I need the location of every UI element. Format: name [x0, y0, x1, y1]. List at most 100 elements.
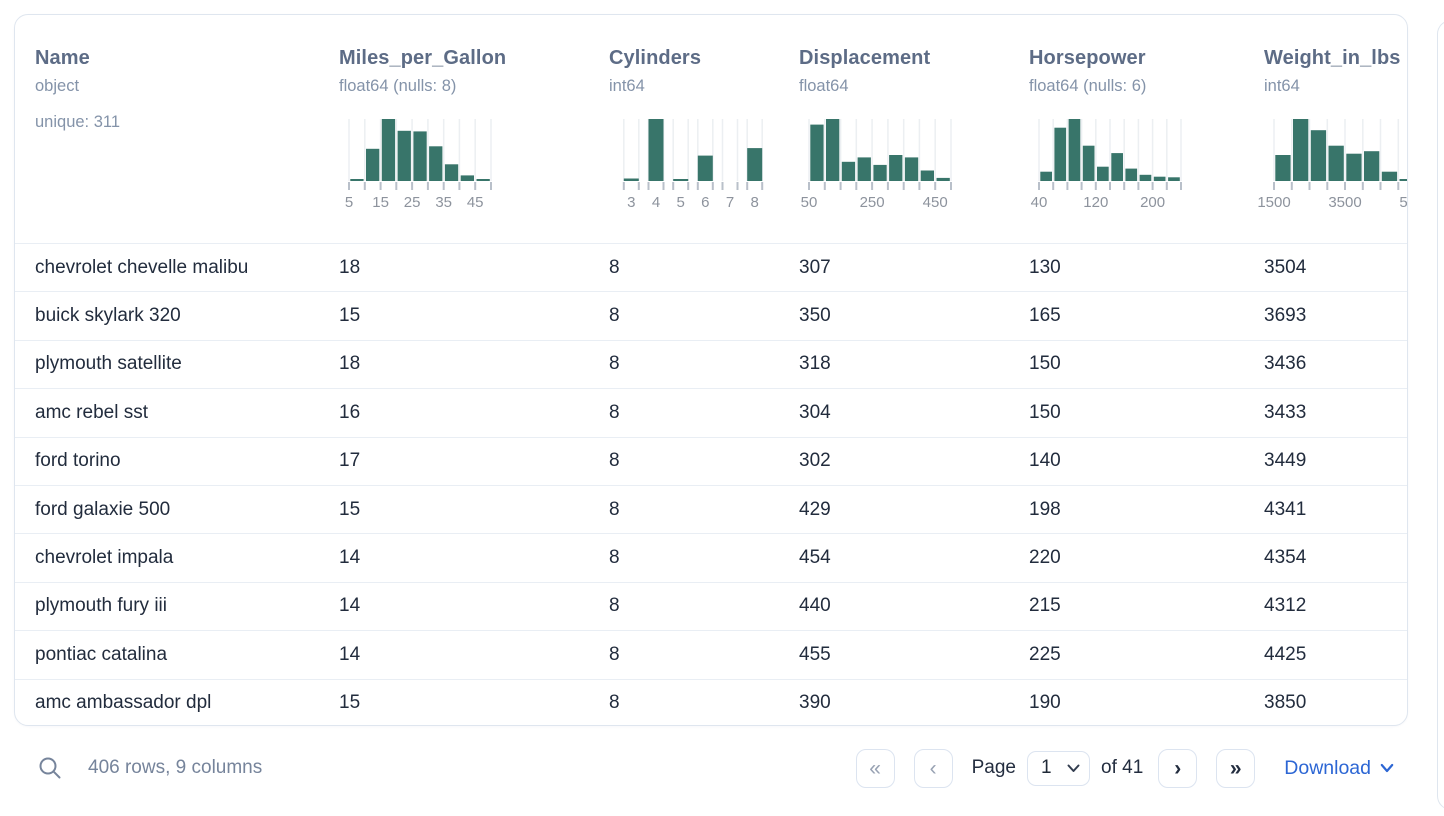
status-text: 406 rows, 9 columns	[88, 757, 263, 778]
svg-text:5: 5	[677, 194, 685, 211]
page-label: Page	[971, 757, 1016, 778]
table-cell: plymouth satellite	[35, 353, 182, 375]
table-cell: amc ambassador dpl	[35, 692, 212, 714]
table-cell: 140	[1029, 450, 1061, 472]
table-cell: 165	[1029, 305, 1061, 327]
column-dtype: int64	[1264, 77, 1300, 95]
histogram-Weight_in_lbs[interactable]: 1500 3500 5500	[1257, 119, 1408, 218]
table-cell: 198	[1029, 498, 1061, 520]
page-select-value: 1	[1041, 757, 1052, 778]
table-cell: 15	[339, 305, 361, 327]
column-header-Miles_per_Gallon[interactable]: Miles_per_Gallon float64 (nulls: 8) 5 15 25 3…	[339, 15, 605, 243]
svg-text:450: 450	[923, 194, 948, 211]
table-cell: amc rebel sst	[35, 401, 148, 423]
table-row: amc ambassador dpl 15 8 390 190 3850	[15, 678, 1407, 725]
table-cell: 8	[609, 305, 620, 327]
table-row: plymouth satellite 18 8 318 150 3436	[15, 339, 1407, 388]
column-header-Name[interactable]: Name object unique: 311	[35, 15, 335, 243]
table-row: pontiac catalina 14 8 455 225 4425	[15, 630, 1407, 678]
table-cell: 4341	[1264, 498, 1307, 520]
column-header-Cylinders[interactable]: Cylinders int64 3 4 5 6 7 8	[609, 15, 795, 243]
table-row: chevrolet chevelle malibu 18 8 307 130 3504	[15, 243, 1407, 291]
table-row: buick skylark 320 15 8 350 165 3693	[15, 291, 1407, 339]
svg-text:35: 35	[435, 194, 452, 211]
table-cell: 215	[1029, 595, 1061, 617]
svg-text:4: 4	[652, 194, 660, 211]
table-cell: 225	[1029, 643, 1061, 665]
table-cell: 4354	[1264, 547, 1307, 569]
column-title: Weight_in_lbs	[1264, 47, 1401, 69]
chevron-down-icon	[1067, 764, 1080, 772]
histogram-Horsepower[interactable]: 40 120 200	[1031, 119, 1183, 218]
table-body: chevrolet chevelle malibu 18 8 307 130 3504 bu…	[15, 243, 1407, 725]
table-cell: 150	[1029, 353, 1061, 375]
svg-text:6: 6	[701, 194, 709, 211]
svg-text:1500: 1500	[1257, 194, 1290, 211]
svg-text:5: 5	[345, 194, 353, 211]
column-title: Displacement	[799, 47, 931, 69]
svg-text:250: 250	[860, 194, 885, 211]
prev-page-button[interactable]: ‹	[913, 748, 953, 788]
table-cell: 130	[1029, 256, 1061, 278]
histogram-Miles_per_Gallon[interactable]: 5 15 25 35 45	[345, 119, 493, 218]
download-button[interactable]: Download	[1284, 757, 1394, 780]
page-select[interactable]: 1	[1027, 750, 1090, 786]
table-cell: 307	[799, 256, 831, 278]
pagination: « ‹ Page 1 of 41 › »	[855, 748, 1256, 788]
table-header: Name object unique: 311 Miles_per_Gallon flo…	[15, 15, 1407, 243]
table-cell: 17	[339, 450, 361, 472]
table-cell: ford galaxie 500	[35, 498, 171, 520]
svg-text:50: 50	[801, 194, 818, 211]
column-title: Horsepower	[1029, 47, 1146, 69]
table-cell: 14	[339, 595, 361, 617]
column-title: Cylinders	[609, 47, 702, 69]
search-button[interactable]	[36, 754, 64, 782]
table-row: plymouth fury iii 14 8 440 215 4312	[15, 581, 1407, 630]
table-cell: chevrolet impala	[35, 547, 174, 569]
table-row: amc rebel sst 16 8 304 150 3433	[15, 388, 1407, 436]
download-label: Download	[1284, 756, 1371, 779]
table-row: ford galaxie 500 15 8 429 198 4341	[15, 484, 1407, 533]
svg-text:8: 8	[751, 194, 759, 211]
column-header-Weight_in_lbs[interactable]: Weight_in_lbs int64 1500 3500 5500	[1257, 15, 1408, 243]
table-cell: 454	[799, 547, 831, 569]
table-cell: 4312	[1264, 595, 1307, 617]
table-cell: 8	[609, 353, 620, 375]
svg-text:5500: 5500	[1399, 194, 1408, 211]
table-cell: 350	[799, 305, 831, 327]
column-dtype: float64 (nulls: 8)	[339, 77, 457, 95]
table-cell: 8	[609, 401, 620, 423]
last-page-button[interactable]: »	[1216, 748, 1256, 788]
table-cell: 440	[799, 595, 831, 617]
column-title: Name	[35, 47, 90, 69]
table-cell: 8	[609, 692, 620, 714]
next-page-button[interactable]: ›	[1158, 748, 1198, 788]
column-header-Horsepower[interactable]: Horsepower float64 (nulls: 6) 40 120 200	[1029, 15, 1260, 243]
table-cell: 302	[799, 450, 831, 472]
table-cell: 429	[799, 498, 831, 520]
svg-text:3500: 3500	[1328, 194, 1361, 211]
table-cell: 8	[609, 498, 620, 520]
histogram-Displacement[interactable]: 50 250 450	[801, 119, 953, 218]
column-dtype: float64 (nulls: 6)	[1029, 77, 1147, 95]
table-row: chevrolet impala 14 8 454 220 4354	[15, 533, 1407, 581]
table-footer: 406 rows, 9 columns « ‹ Page 1 of 41 › »…	[14, 732, 1408, 804]
column-header-Displacement[interactable]: Displacement float64 50 250 450	[799, 15, 1025, 243]
first-page-button[interactable]: «	[855, 748, 895, 788]
table-cell: 3436	[1264, 353, 1307, 375]
svg-text:3: 3	[627, 194, 635, 211]
table-cell: 8	[609, 256, 620, 278]
table-cell: 3693	[1264, 305, 1307, 327]
table-cell: 8	[609, 643, 620, 665]
svg-text:25: 25	[404, 194, 421, 211]
table-cell: 14	[339, 547, 361, 569]
svg-text:45: 45	[467, 194, 484, 211]
data-table-card: Name object unique: 311 Miles_per_Gallon flo…	[14, 14, 1408, 726]
table-cell: 8	[609, 547, 620, 569]
table-cell: plymouth fury iii	[35, 595, 167, 617]
table-cell: pontiac catalina	[35, 643, 168, 665]
table-cell: 4425	[1264, 643, 1307, 665]
adjacent-panel-edge	[1437, 20, 1444, 810]
